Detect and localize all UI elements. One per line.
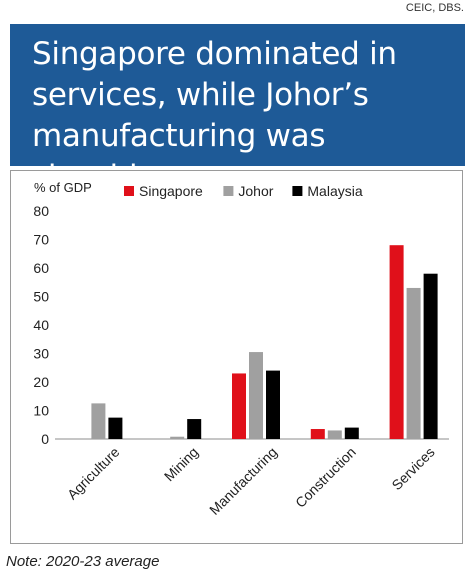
y-tick-label: 20: [33, 374, 49, 390]
source-label: CEIC, DBS.: [405, 2, 464, 14]
y-tick-label: 40: [33, 317, 49, 333]
y-tick-label: 10: [33, 403, 49, 419]
legend-label-malaysia: Malaysia: [307, 183, 362, 199]
x-tick-label-services: Services: [388, 444, 437, 493]
x-tick-label-construction: Construction: [292, 444, 359, 511]
bar-construction-malaysia: [344, 427, 359, 439]
chart-note: Note: 2020-23 average: [6, 553, 160, 570]
headline-banner: Singapore dominated in services, while J…: [10, 24, 465, 195]
legend-label-singapore: Singapore: [139, 183, 203, 199]
legend-swatch-johor: [223, 186, 234, 196]
bar-chart: % of GDP 0 10 20 30 40 50 60 70 80 Singapore Johor M…: [33, 180, 449, 518]
legend-swatch-singapore: [124, 186, 134, 196]
bar-services-johor: [406, 287, 421, 439]
y-axis-label: % of GDP: [34, 180, 92, 195]
bar-services-singapore: [389, 245, 404, 439]
bar-construction-johor: [327, 430, 342, 439]
bar-agriculture-johor: [91, 403, 106, 439]
x-tick-label-mining: Mining: [161, 444, 201, 484]
bar-mining-johor: [170, 436, 185, 439]
bar-manufacturing-johor: [249, 352, 263, 439]
y-tick-label: 70: [33, 232, 49, 248]
chart-frame: % of GDP 0 10 20 30 40 50 60 70 80 Singapore Johor M…: [10, 170, 463, 544]
bar-manufacturing-singapore: [232, 373, 246, 439]
x-tick-label-agriculture: Agriculture: [64, 444, 123, 503]
x-tick-label-manufacturing: Manufacturing: [206, 444, 280, 518]
y-tick-label: 80: [33, 203, 49, 219]
y-tick-label: 0: [41, 431, 49, 447]
legend-label-johor: Johor: [238, 183, 273, 199]
bar-construction-singapore: [310, 429, 325, 439]
bar-agriculture-malaysia: [108, 417, 123, 439]
headline: Singapore dominated in services, while J…: [32, 36, 397, 195]
bar-mining-malaysia: [187, 419, 202, 439]
legend-swatch-malaysia: [292, 186, 303, 196]
y-tick-label: 50: [33, 289, 49, 305]
bar-services-malaysia: [423, 273, 438, 439]
bar-manufacturing-malaysia: [266, 370, 280, 439]
y-tick-label: 30: [33, 346, 49, 362]
y-tick-label: 60: [33, 260, 49, 276]
